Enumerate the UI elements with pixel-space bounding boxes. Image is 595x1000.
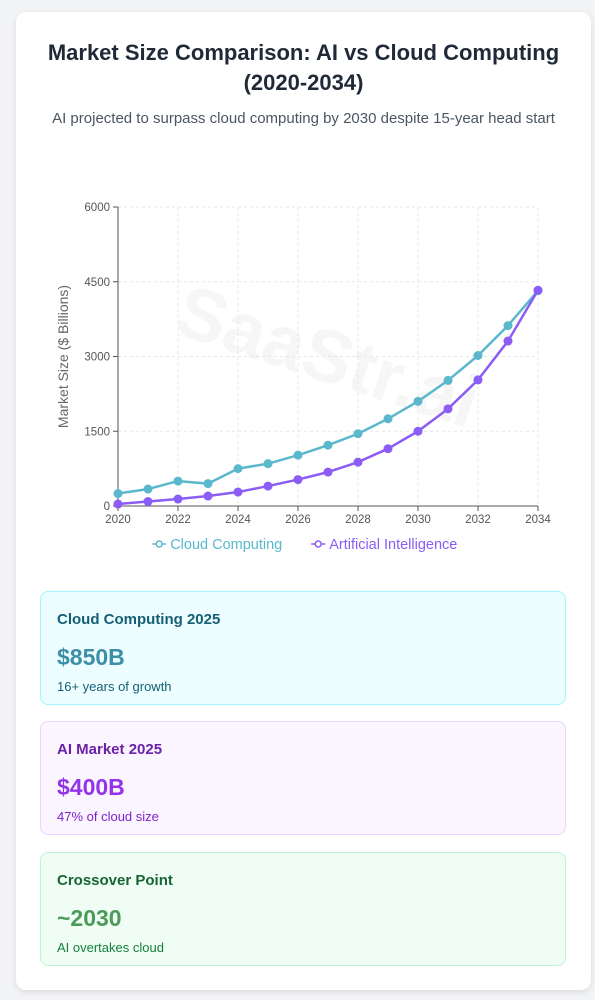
crossover-stat-value: ~2030 [57, 905, 122, 931]
data-point-cloud [503, 321, 513, 331]
data-point-cloud [323, 440, 333, 450]
data-point-ai [113, 499, 123, 509]
data-point-ai [143, 497, 153, 507]
data-point-cloud [293, 450, 303, 460]
legend-swatch-marker [314, 540, 322, 548]
data-point-cloud [413, 396, 423, 406]
data-point-cloud [473, 351, 483, 361]
legend-label: Cloud Computing [170, 537, 282, 553]
x-tick-label: 2030 [405, 514, 431, 526]
data-point-cloud [263, 459, 273, 469]
crossover-stat-title: Crossover Point [57, 872, 173, 889]
cloud-stat-title: Cloud Computing 2025 [57, 611, 221, 628]
cloud-stat-value: $850B [57, 644, 125, 670]
data-point-cloud [353, 429, 363, 439]
legend-swatch-marker [155, 540, 163, 548]
ai-stat-title: AI Market 2025 [57, 741, 163, 758]
data-point-cloud [203, 479, 213, 489]
y-tick-label: 1500 [84, 426, 110, 438]
data-point-ai [353, 457, 363, 467]
data-point-ai [533, 285, 543, 295]
data-point-cloud [173, 476, 183, 486]
x-tick-label: 2028 [345, 514, 371, 526]
y-tick-label: 3000 [84, 352, 110, 364]
data-point-ai [473, 375, 483, 385]
page-title: Market Size Comparison: AI vs Cloud Comp… [47, 40, 560, 95]
x-tick-label: 2024 [225, 514, 251, 526]
data-point-ai [383, 444, 393, 454]
data-point-cloud [143, 484, 153, 494]
data-point-cloud [113, 489, 123, 499]
y-tick-label: 6000 [84, 202, 110, 214]
data-point-cloud [233, 464, 243, 474]
main-card: Market Size Comparison: AI vs Cloud Comp… [16, 12, 591, 990]
cloud-stat-card: Cloud Computing 2025 $850B 16+ years of … [40, 591, 566, 705]
y-tick-label: 4500 [84, 277, 110, 289]
data-point-ai [173, 494, 183, 504]
page-subtitle: AI projected to surpass cloud computing … [52, 110, 555, 127]
data-point-ai [503, 336, 513, 346]
x-tick-label: 2020 [105, 514, 131, 526]
data-point-ai [203, 491, 213, 501]
x-tick-label: 2026 [285, 514, 311, 526]
ai-stat-note: 47% of cloud size [57, 809, 159, 824]
x-tick-label: 2022 [165, 514, 191, 526]
x-tick-label: 2032 [465, 514, 491, 526]
legend-label: Artificial Intelligence [329, 537, 457, 553]
data-point-ai [233, 487, 243, 497]
data-point-ai [443, 404, 453, 414]
crossover-stat-note: AI overtakes cloud [57, 940, 164, 955]
y-tick-label: 0 [104, 501, 110, 513]
data-point-ai [323, 467, 333, 477]
data-point-ai [263, 481, 273, 491]
data-point-ai [293, 475, 303, 485]
x-tick-label: 2034 [525, 514, 551, 526]
ai-stat-card: AI Market 2025 $400B 47% of cloud size [40, 721, 566, 835]
cloud-stat-note: 16+ years of growth [57, 679, 172, 694]
crossover-stat-card: Crossover Point ~2030 AI overtakes cloud [40, 852, 566, 966]
data-point-cloud [443, 375, 453, 385]
chart-container: SaaStr.ai 0 1500 3000 4500 6000 2020 2022 2024 20… [16, 182, 591, 562]
y-axis-label: Market Size ($ Billions) [55, 285, 71, 428]
data-point-cloud [383, 414, 393, 424]
ai-stat-value: $400B [57, 774, 125, 800]
data-point-ai [413, 426, 423, 436]
